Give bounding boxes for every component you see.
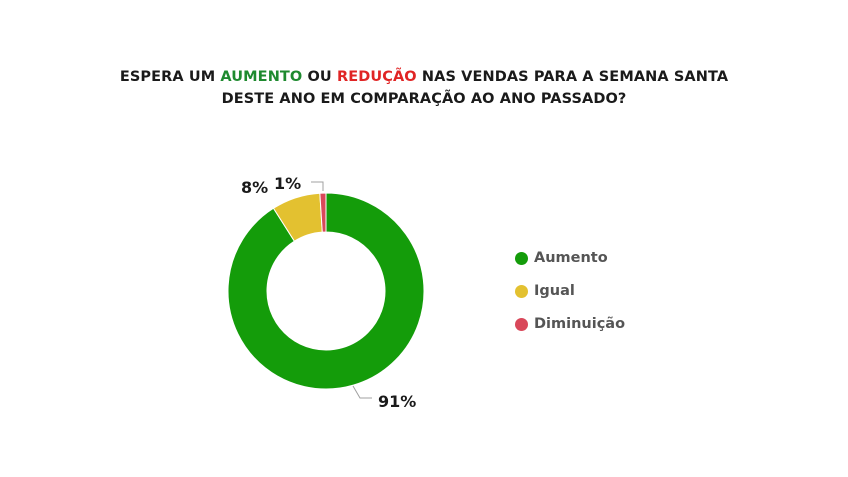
leader-line-diminuicao	[311, 181, 324, 191]
chart-title-line-1: ESPERA UM AUMENTO OU REDUÇÃO NAS VENDAS …	[0, 66, 848, 88]
chart-title-line-2: DESTE ANO EM COMPARAÇÃO AO ANO PASSADO?	[221, 91, 627, 107]
legend-item-diminuicao[interactable]: Diminuição	[515, 313, 625, 335]
legend-item-igual[interactable]: Igual	[515, 280, 625, 302]
donut-slice-aumento[interactable]	[227, 192, 425, 390]
title-text: ESPERA UM	[119, 69, 221, 85]
legend-label-aumento: Aumento	[534, 250, 608, 266]
data-label-igual: 8%	[241, 178, 268, 197]
data-label-aumento: 91%	[378, 392, 416, 411]
legend: Aumento Igual Diminuição	[515, 247, 625, 346]
legend-label-diminuicao: Diminuição	[534, 316, 626, 332]
legend-label-igual: Igual	[534, 283, 575, 299]
title-highlight-reducao: REDUÇÃO	[336, 69, 417, 85]
leader-line-aumento	[352, 385, 372, 399]
donut-slice-diminuicao[interactable]	[319, 192, 327, 233]
legend-marker-igual	[515, 284, 528, 298]
legend-marker-aumento	[515, 251, 528, 265]
legend-marker-diminuicao	[515, 317, 528, 331]
data-label-diminuicao: 1%	[274, 174, 301, 193]
title-text: NAS VENDAS PARA A SEMANA SANTA	[416, 69, 729, 85]
title-text: OU	[302, 69, 337, 85]
title-highlight-aumento: AUMENTO	[220, 69, 303, 85]
chart-title: ESPERA UM AUMENTO OU REDUÇÃO NAS VENDAS …	[0, 66, 848, 110]
legend-item-aumento[interactable]: Aumento	[515, 247, 625, 269]
